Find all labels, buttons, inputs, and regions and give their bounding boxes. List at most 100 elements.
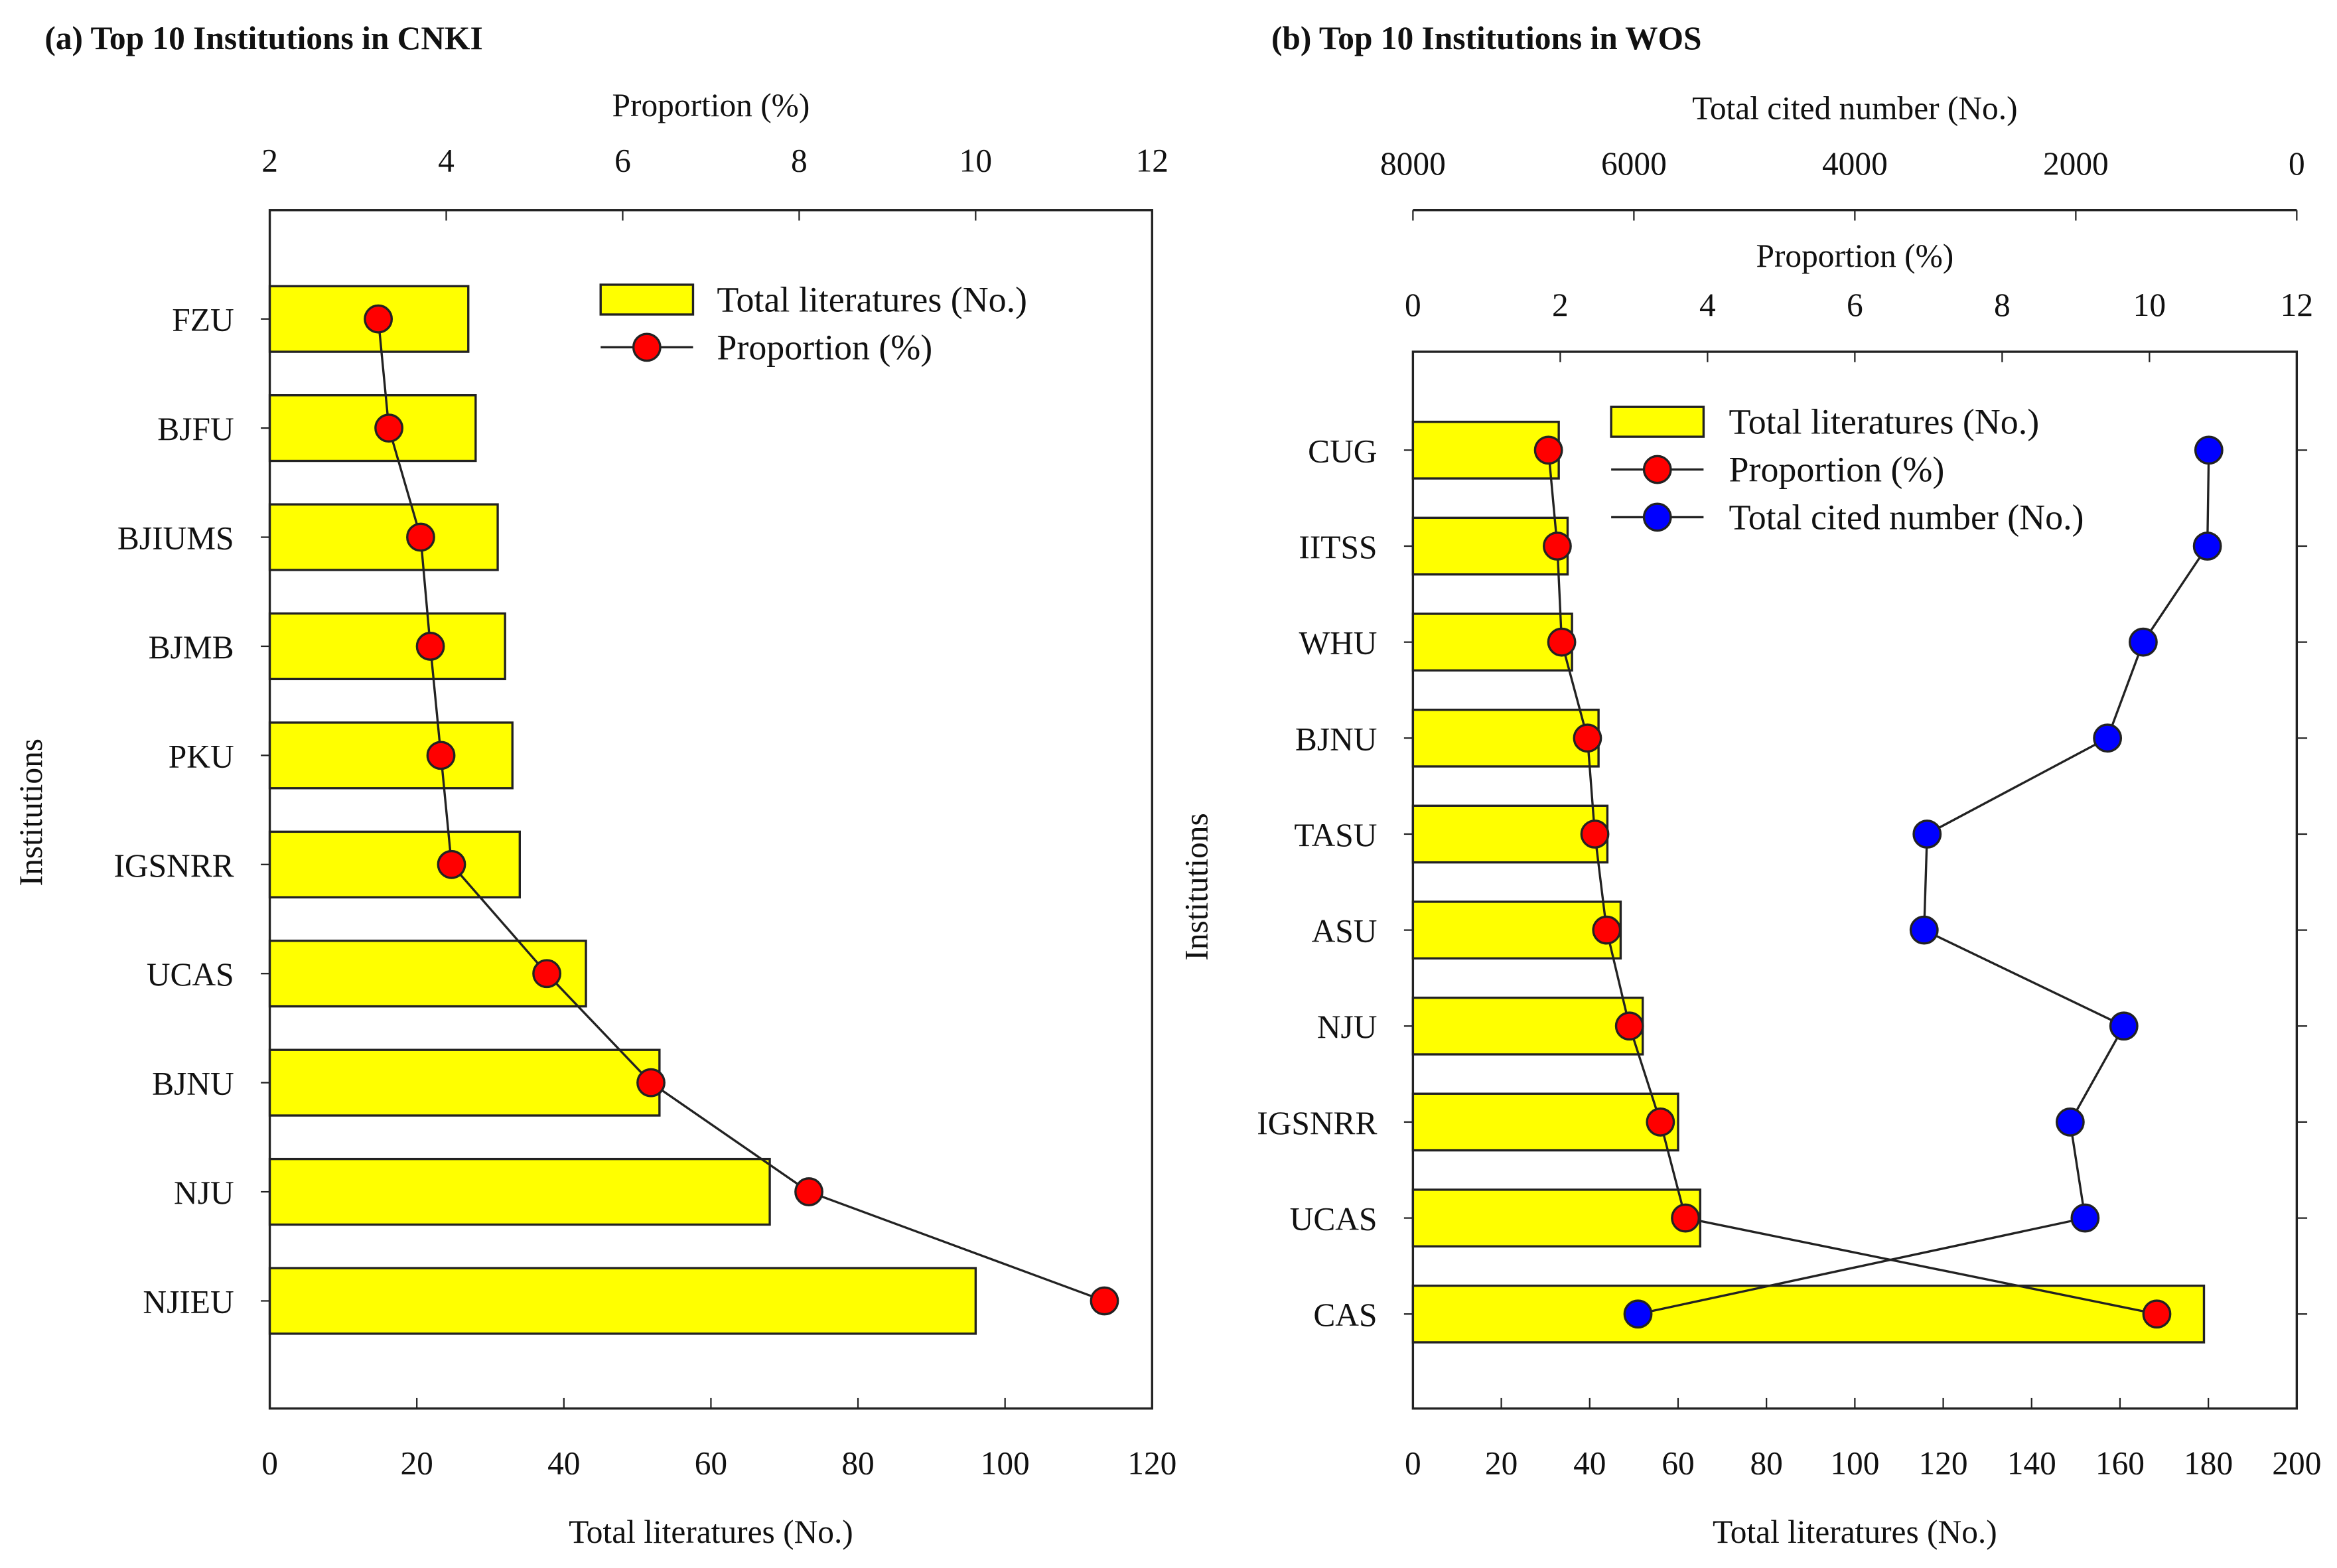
category-label: BJFU <box>157 411 234 447</box>
x-tick-label: 60 <box>695 1445 727 1481</box>
x-tick-label: 20 <box>400 1445 433 1481</box>
top-tick-label: 4 <box>438 142 455 178</box>
data-point <box>1573 723 1602 753</box>
x-axis-label: Total literatures (No.) <box>569 1514 853 1550</box>
data-point <box>1623 1299 1653 1329</box>
bar <box>1411 708 1600 768</box>
bar <box>1411 1284 2206 1344</box>
category-label: NJU <box>1317 1009 1378 1045</box>
category-label: NJU <box>174 1175 234 1211</box>
data-point <box>2129 627 2158 657</box>
x-tick-label: 100 <box>981 1445 1030 1481</box>
data-point <box>1671 1203 1700 1233</box>
bar <box>268 612 506 681</box>
category-label: UCAS <box>1290 1201 1378 1238</box>
data-point <box>426 741 456 770</box>
data-point <box>406 522 435 552</box>
x-tick-label: 40 <box>1573 1445 1606 1481</box>
chart-a: (a) Top 10 Institutions in CNKI 0 20 40 60 80… <box>13 20 1176 1550</box>
bar <box>1411 996 1644 1056</box>
data-point <box>437 849 466 879</box>
legend-label: Proportion (%) <box>1729 450 1945 490</box>
y-axis-label: Institutions <box>1178 813 1214 960</box>
data-point <box>2192 532 2222 561</box>
bar <box>1411 804 1609 864</box>
data-point <box>2070 1203 2100 1233</box>
series-line <box>377 319 1105 1303</box>
category-label: BJIUMS <box>117 520 234 557</box>
data-point <box>2055 1107 2085 1137</box>
bar <box>268 721 514 790</box>
top-tick-label: 6 <box>614 142 631 178</box>
top-tick-label: 2 <box>1552 287 1569 323</box>
top-tick-label: 12 <box>2281 287 2313 323</box>
legend-label: Proportion (%) <box>717 327 932 367</box>
category-label: TASU <box>1294 817 1377 853</box>
series-line <box>1547 450 2157 1315</box>
x-tick-label: 0 <box>1405 1445 1421 1481</box>
x-tick-label: 60 <box>1662 1445 1694 1481</box>
bar <box>268 1267 977 1335</box>
category-label: UCAS <box>147 956 234 993</box>
top2-tick-label: 2000 <box>2043 145 2109 182</box>
data-point <box>1592 915 1622 945</box>
data-point <box>1912 820 1942 849</box>
legend-swatch <box>1610 405 1705 438</box>
bar <box>268 1048 661 1117</box>
data-point <box>1580 820 1610 849</box>
category-label: BJNU <box>1295 721 1378 757</box>
plot-frame <box>268 209 1153 1410</box>
legend-label: Total literatures (No.) <box>1729 402 2040 442</box>
x-tick-label: 180 <box>2184 1445 2233 1481</box>
top-axis-label: Proportion (%) <box>1756 238 1953 274</box>
x-tick-label: 200 <box>2272 1445 2321 1481</box>
bar <box>268 394 477 463</box>
top2-tick-label: 8000 <box>1380 145 1446 182</box>
data-point <box>1543 532 1572 561</box>
category-label: IITSS <box>1299 529 1377 565</box>
x-tick-label: 20 <box>1485 1445 1518 1481</box>
bar <box>1411 1188 1701 1247</box>
category-label: NJIEU <box>143 1283 234 1320</box>
top2-tick-label: 0 <box>2289 145 2305 182</box>
data-point <box>1909 915 1939 945</box>
data-point <box>1646 1107 1675 1137</box>
data-point <box>636 1068 666 1098</box>
bar <box>268 830 522 898</box>
data-point <box>374 413 403 443</box>
bar <box>268 1157 771 1226</box>
x-tick-label: 80 <box>1750 1445 1782 1481</box>
category-label: CUG <box>1308 433 1377 469</box>
category-label: BJMB <box>149 629 234 666</box>
x-tick-label: 120 <box>1127 1445 1176 1481</box>
x-tick-label: 100 <box>1830 1445 1879 1481</box>
top2-tick-label: 4000 <box>1822 145 1888 182</box>
top-axis-label: Proportion (%) <box>612 87 810 123</box>
legend-label: Total literatures (No.) <box>717 279 1027 319</box>
top-tick-label: 2 <box>261 142 278 178</box>
y-axis-label: Institutions <box>13 739 49 886</box>
legend-marker <box>632 332 662 362</box>
top-tick-label: 10 <box>2133 287 2166 323</box>
category-label: IGSNRR <box>113 847 234 884</box>
x-tick-label: 0 <box>261 1445 278 1481</box>
data-point <box>2194 435 2224 465</box>
x-tick-label: 40 <box>547 1445 580 1481</box>
category-label: WHU <box>1299 625 1377 662</box>
top-axis2-label: Total cited number (No.) <box>1692 90 2017 127</box>
data-point <box>364 304 393 334</box>
top-tick-label: 0 <box>1405 287 1421 323</box>
series-line <box>1638 450 2210 1315</box>
data-point <box>532 959 561 989</box>
data-point <box>1533 435 1563 465</box>
category-label: FZU <box>172 302 234 338</box>
x-tick-label: 120 <box>1919 1445 1968 1481</box>
data-point <box>1614 1011 1644 1041</box>
data-point <box>794 1177 823 1206</box>
top-tick-label: 8 <box>1994 287 2011 323</box>
bar <box>1411 1092 1679 1152</box>
top-tick-label: 8 <box>791 142 808 178</box>
category-label: PKU <box>169 738 234 774</box>
